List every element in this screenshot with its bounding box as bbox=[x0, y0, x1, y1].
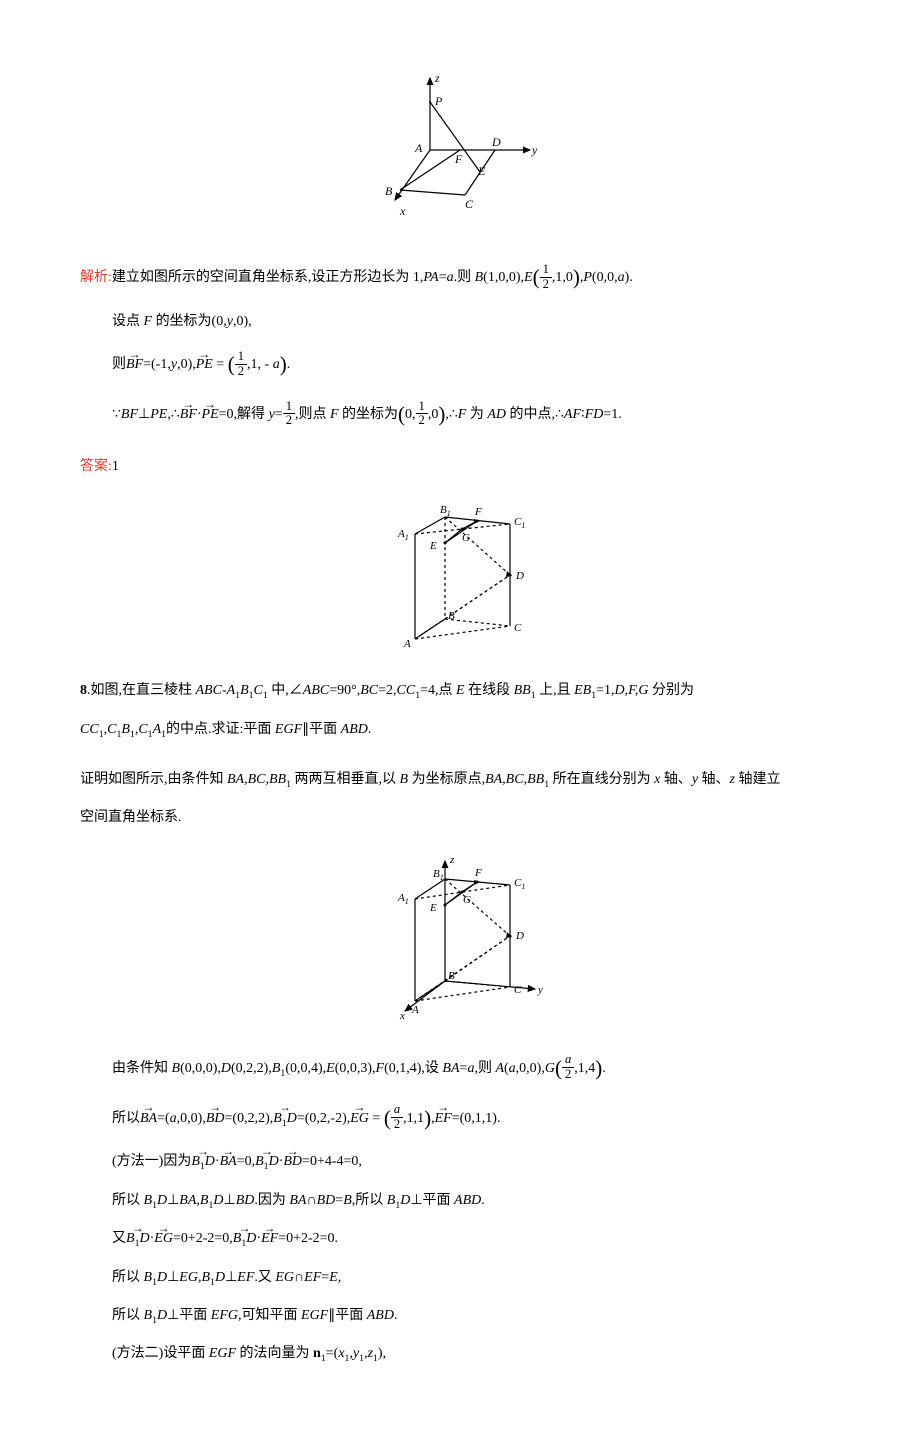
answer-label: 答案: bbox=[80, 459, 112, 474]
answer-value: 1 bbox=[112, 459, 119, 474]
analysis-label: 解析: bbox=[80, 270, 112, 285]
svg-text:C1: C1 bbox=[514, 877, 525, 891]
svg-text:A1: A1 bbox=[397, 892, 409, 906]
svg-text:E: E bbox=[429, 540, 437, 552]
svg-text:E: E bbox=[429, 902, 437, 914]
proof-label: 证明 bbox=[80, 772, 108, 787]
fig1-E: E bbox=[477, 164, 486, 178]
figure-1-svg: z P A y D F x B C E bbox=[360, 70, 560, 230]
fig1-C: C bbox=[465, 197, 474, 211]
proof-line7: 又B1D·EG=0+2-2=0,B1D·EF=0+2-2=0. bbox=[80, 1226, 840, 1252]
fig1-F: F bbox=[454, 152, 463, 166]
svg-text:G: G bbox=[462, 532, 470, 544]
svg-text:z: z bbox=[449, 854, 455, 866]
problem-number: 8 bbox=[80, 683, 87, 698]
figure-2: B1 F C1 A1 E G D B C A bbox=[80, 499, 840, 658]
figure-3-svg: z y x B1 F C1 bbox=[370, 851, 550, 1021]
svg-text:A1: A1 bbox=[397, 528, 409, 542]
fig1-A: A bbox=[414, 141, 423, 155]
fig1-y: y bbox=[531, 143, 538, 157]
svg-text:D: D bbox=[515, 570, 524, 582]
svg-text:x: x bbox=[399, 1010, 405, 1021]
svg-text:G: G bbox=[463, 894, 471, 906]
analysis-line2: 设点 F 的坐标为(0,y,0), bbox=[80, 309, 840, 334]
analysis-line3: 则BF=(-1,y,0),PE = (12,1, - a). bbox=[80, 346, 840, 384]
fig1-B: B bbox=[385, 184, 393, 198]
proof-line1: 证明如图所示,由条件知 BA,BC,BB1 两两互相垂直,以 B 为坐标原点,B… bbox=[80, 767, 840, 793]
fig1-x: x bbox=[399, 204, 406, 218]
proof-line6: 所以 B1D⊥BA,B1D⊥BD.因为 BA∩BD=B,所以 B1D⊥平面 AB… bbox=[80, 1188, 840, 1214]
svg-text:F: F bbox=[474, 506, 482, 518]
svg-text:B1: B1 bbox=[440, 504, 451, 518]
svg-text:C: C bbox=[514, 622, 522, 634]
svg-text:C1: C1 bbox=[514, 516, 525, 530]
svg-text:B: B bbox=[448, 610, 455, 622]
figure-3: z y x B1 F C1 bbox=[80, 851, 840, 1030]
answer-block: 答案:1 bbox=[80, 454, 840, 479]
problem-8: 8.如图,在直三棱柱 ABC-A1B1C1 中,∠ABC=90°,BC=2,CC… bbox=[80, 678, 840, 704]
svg-text:F: F bbox=[474, 867, 482, 879]
svg-text:B: B bbox=[448, 970, 455, 982]
problem-8-line2: CC1,C1B1,C1A1的中点.求证:平面 EGF∥平面 ABD. bbox=[80, 717, 840, 743]
analysis-line4: ∵BF⊥PE,∴BF·PE=0,解得 y=12,则点 F 的坐标为(0,12,0… bbox=[80, 396, 840, 434]
figure-2-svg: B1 F C1 A1 E G D B C A bbox=[380, 499, 540, 649]
fig1-P: P bbox=[434, 94, 443, 108]
analysis-line1: 解析:建立如图所示的空间直角坐标系,设正方形边长为 1,PA=a.则 B(1,0… bbox=[80, 259, 840, 297]
svg-text:B1: B1 bbox=[433, 868, 444, 882]
proof-line8: 所以 B1D⊥EG,B1D⊥EF.又 EG∩EF=E, bbox=[80, 1265, 840, 1291]
proof-line3: 由条件知 B(0,0,0),D(0,2,2),B1(0,0,4),E(0,0,3… bbox=[80, 1050, 840, 1088]
svg-text:C: C bbox=[514, 984, 522, 996]
proof-line5: (方法一)因为B1D·BA=0,B1D·BD=0+4-4=0, bbox=[80, 1149, 840, 1175]
fig1-D: D bbox=[491, 135, 501, 149]
proof-line2: 空间直角坐标系. bbox=[80, 805, 840, 830]
proof-line9: 所以 B1D⊥平面 EFG,可知平面 EGF∥平面 ABD. bbox=[80, 1303, 840, 1329]
proof-line4: 所以BA=(a,0,0),BD=(0,2,2),B1D=(0,2,-2),EG … bbox=[80, 1100, 840, 1138]
svg-text:D: D bbox=[515, 930, 524, 942]
fig1-z: z bbox=[434, 71, 440, 85]
figure-1: z P A y D F x B C E bbox=[80, 70, 840, 239]
proof-line10: (方法二)设平面 EGF 的法向量为 n1=(x1,y1,z1), bbox=[80, 1341, 840, 1367]
svg-text:A: A bbox=[411, 1004, 419, 1016]
svg-text:A: A bbox=[403, 638, 411, 649]
svg-text:y: y bbox=[537, 984, 543, 996]
